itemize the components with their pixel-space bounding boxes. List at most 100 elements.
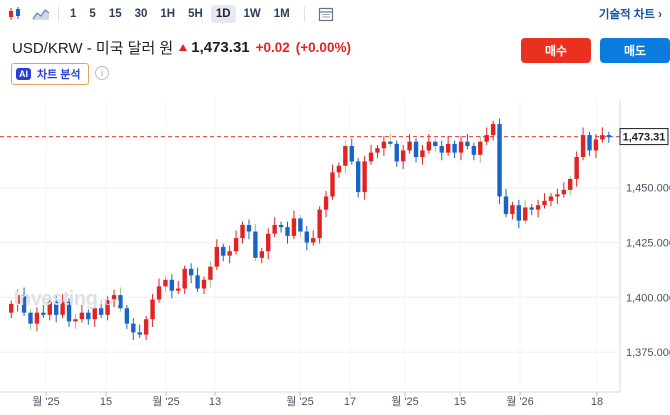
x-tick-label: 13 [209, 396, 221, 408]
last-price-tag-label: 1,473.31 [623, 132, 666, 144]
candle-body [298, 218, 303, 232]
y-tick-label: 1,375.000 [626, 347, 670, 359]
candle-body [388, 141, 393, 144]
candle-body [355, 161, 361, 193]
candle-body [330, 172, 335, 197]
tf-1w[interactable]: 1W [243, 7, 261, 20]
candle-body [41, 312, 46, 315]
toolbar-divider [303, 5, 305, 22]
candle-body [53, 301, 59, 315]
candle-body [98, 308, 104, 315]
candle-body [156, 286, 162, 300]
candle-body [600, 135, 605, 140]
ai-badge: AI [16, 68, 31, 80]
candlestick-icon[interactable] [4, 3, 26, 25]
candle-body [323, 196, 329, 210]
x-tick-label: 15 [454, 396, 466, 408]
candle-body [555, 194, 560, 197]
candle-body [478, 141, 483, 155]
candle-body [278, 224, 284, 228]
candle-body [458, 141, 464, 153]
candle-body [510, 205, 515, 214]
candle-body [413, 141, 419, 157]
candle-body [523, 207, 528, 221]
x-tick-label: 15 [100, 396, 112, 408]
candle-body [246, 224, 252, 232]
candle-body [343, 146, 348, 166]
tf-30[interactable]: 30 [134, 7, 148, 20]
candle-body [253, 231, 258, 258]
x-tick-label: 17 [344, 396, 356, 408]
technical-chart-link[interactable]: 기술적 차트 › [598, 9, 662, 21]
area-chart-icon[interactable] [30, 3, 52, 25]
tf-1m[interactable]: 1M [273, 7, 290, 20]
candle-body [548, 196, 554, 201]
tf-15[interactable]: 15 [108, 7, 122, 20]
candle-body [285, 227, 290, 236]
candle-body [542, 200, 547, 206]
candle-body [34, 312, 40, 324]
candle-body [535, 205, 541, 210]
y-tick-label: 1,425.000 [626, 238, 670, 250]
candle-body [574, 157, 579, 179]
candle-body [28, 312, 33, 324]
candle-body [9, 303, 14, 313]
candle-body [118, 295, 123, 309]
candle-body [529, 207, 534, 210]
tf-5h[interactable]: 5H [188, 7, 203, 20]
buy-button[interactable]: 매수 [521, 38, 591, 63]
x-tick-label: 월 '26 [506, 395, 534, 408]
chart-toolbar: 1 5 15 30 1H 5H 1D 1W 1M 기술적 차트 › [0, 0, 670, 27]
tf-1d[interactable]: 1D [210, 4, 236, 23]
candle-body [426, 141, 432, 151]
candle-body [79, 312, 85, 320]
candle-body [227, 251, 232, 256]
candle-body [465, 141, 470, 147]
x-tick-label: 월 '25 [391, 395, 419, 408]
candle-body [381, 141, 387, 149]
candle-body [259, 251, 265, 258]
calendar-icon[interactable] [315, 3, 337, 25]
candle-body [201, 279, 207, 289]
candle-body [73, 319, 78, 322]
candle-body [291, 218, 297, 236]
candle-body [15, 295, 20, 304]
candle-body [587, 135, 592, 151]
candle-body [188, 268, 194, 276]
candle-body [233, 238, 239, 252]
candle-body [169, 279, 175, 291]
candle-body [593, 139, 599, 151]
candle-body [420, 150, 425, 157]
ai-chart-analysis-button[interactable]: AI 차트 분석 [11, 63, 89, 85]
x-tick-label: 월 '25 [152, 395, 180, 408]
candle-body [86, 312, 91, 320]
candle-body [208, 266, 213, 280]
candle-body [445, 143, 451, 153]
tf-5[interactable]: 5 [89, 7, 96, 20]
symbol-title: USD/KRW - 미국 달러 원 [12, 40, 174, 57]
candle-body [471, 146, 477, 155]
candle-body [143, 319, 149, 335]
candle-body [163, 279, 168, 287]
candle-body [124, 308, 130, 324]
candle-body [66, 301, 72, 322]
candle-body [47, 301, 52, 315]
candle-body [375, 148, 380, 153]
candle-body [176, 288, 181, 291]
candle-body [214, 246, 220, 267]
tf-1h[interactable]: 1H [160, 7, 176, 20]
tf-1[interactable]: 1 [70, 7, 77, 20]
info-icon[interactable]: i [95, 66, 109, 80]
candle-body [272, 224, 277, 234]
candle-body [137, 332, 142, 335]
candle-body [21, 295, 27, 313]
candle-body [92, 308, 97, 320]
candle-body [60, 301, 65, 315]
sell-button[interactable]: 매도 [600, 38, 670, 63]
candle-body [516, 205, 522, 221]
candle-body [111, 295, 117, 300]
ai-analysis-label: 차트 분석 [37, 69, 81, 81]
last-price-tag [619, 128, 669, 146]
investing-watermark: Investing.com [14, 288, 120, 310]
